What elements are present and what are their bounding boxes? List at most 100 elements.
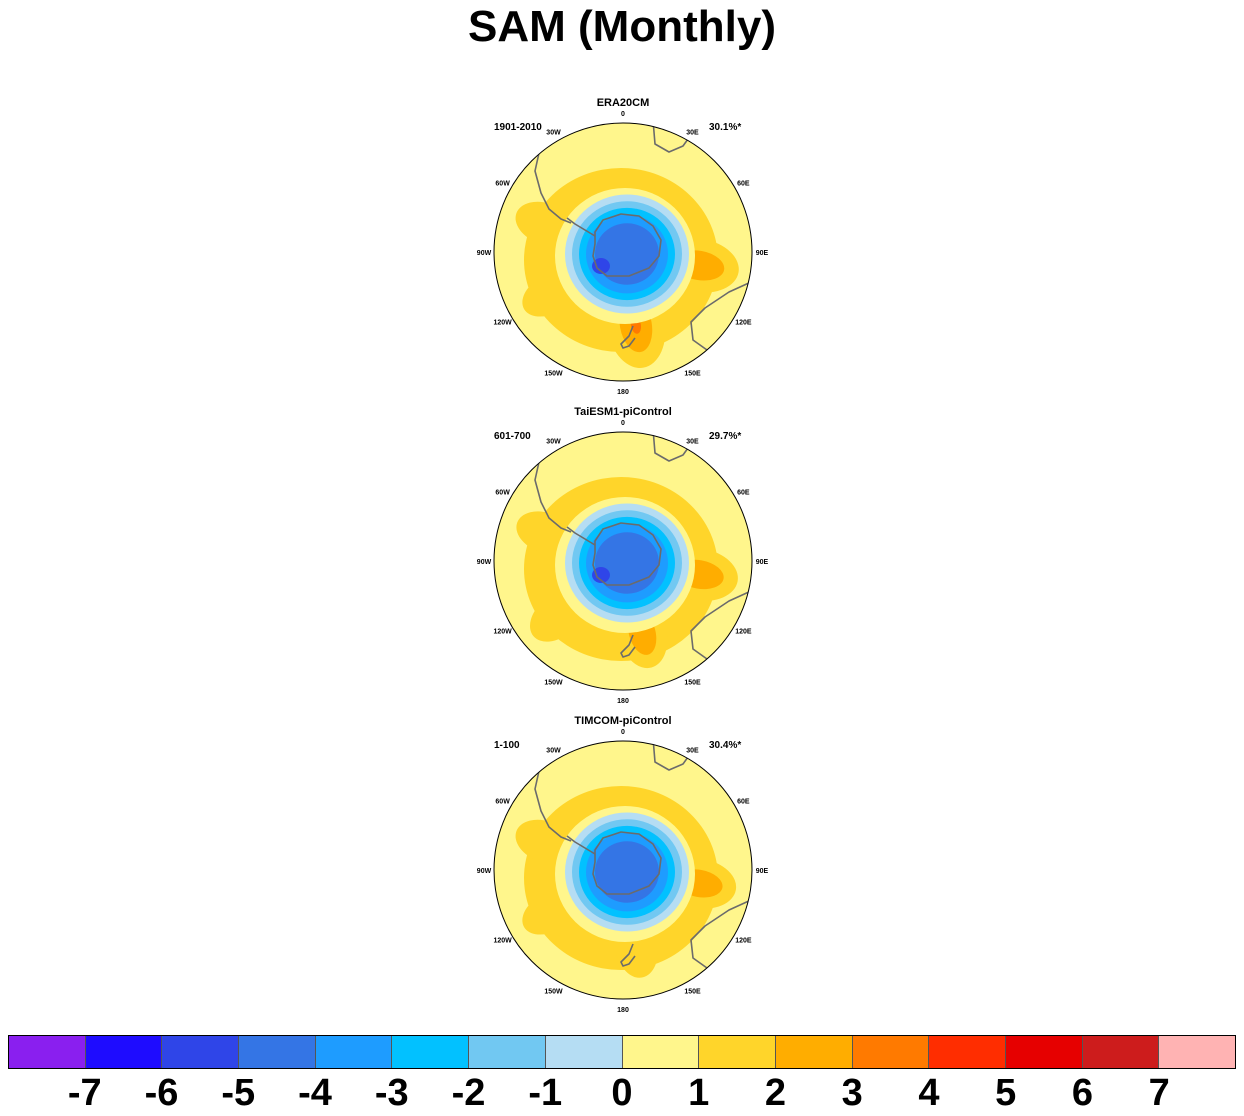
- colorbar-tick-label: -1: [528, 1072, 563, 1114]
- colorbar-segment: [162, 1036, 240, 1068]
- colorbar-tick-label: 6: [1071, 1072, 1094, 1114]
- longitude-label: 150W: [544, 679, 563, 686]
- map-panel: 0 30E 60E 90E 120E 150E 180 150W 120W 90W 60W 30W ER…: [477, 97, 769, 396]
- colorbar-tick-label: -4: [298, 1072, 332, 1114]
- colorbar-segment: [852, 1036, 930, 1068]
- longitude-label: 180: [617, 389, 629, 396]
- colorbar-tick-label: 7: [1148, 1072, 1170, 1114]
- longitude-label: 60E: [737, 490, 750, 497]
- colorbar-tick-label: 0: [611, 1072, 633, 1114]
- longitude-label: 30E: [686, 748, 699, 755]
- antarctica-coast: [592, 522, 662, 586]
- peninsula-coast: [566, 835, 596, 855]
- longitude-label: 120E: [735, 938, 752, 945]
- panel-period: 1901-2010: [494, 122, 542, 133]
- longitude-label: 90E: [756, 559, 769, 566]
- panel-variance: 30.1%*: [709, 122, 741, 133]
- colorbar-tick-label: -6: [144, 1072, 179, 1114]
- negative-contour: [595, 841, 659, 903]
- antarctica-coast: [592, 831, 662, 895]
- colorbar-segment: [775, 1036, 853, 1068]
- new-zealand-coast: [620, 325, 636, 349]
- panel-title: TaiESM1-piControl: [574, 406, 672, 418]
- longitude-label: 0: [621, 729, 625, 736]
- colorbar-segment: [1159, 1036, 1235, 1068]
- panel-period: 601-700: [494, 431, 531, 442]
- colorbar-tick-label: 4: [918, 1072, 940, 1114]
- longitude-label: 90W: [477, 559, 492, 566]
- longitude-label: 30W: [546, 748, 561, 755]
- longitude-label: 150E: [684, 370, 701, 377]
- polar-minimum: [592, 567, 610, 583]
- colorbar-segment: [622, 1036, 700, 1068]
- longitude-label: 90E: [756, 868, 769, 875]
- longitude-label: 90E: [756, 250, 769, 257]
- polar-minimum: [592, 258, 610, 274]
- africa-coast: [652, 432, 694, 462]
- longitude-label: 30W: [546, 439, 561, 446]
- colorbar-segment: [699, 1036, 776, 1068]
- longitude-label: 60E: [737, 181, 750, 188]
- panel-variance: 29.7%*: [709, 431, 741, 442]
- map-panel: 0 30E 60E 90E 120E 150E 180 150W 120W 90W 60W 30W Ta…: [477, 406, 769, 705]
- panel-variance: 30.4%*: [709, 740, 741, 751]
- colorbar-segment: [545, 1036, 623, 1068]
- longitude-label: 120W: [493, 320, 512, 327]
- negative-contour: [595, 223, 659, 285]
- africa-coast: [652, 123, 694, 153]
- map-panel: 0 30E 60E 90E 120E 150E 180 150W 120W 90W 60W 30W TI…: [477, 715, 769, 1014]
- longitude-label: 180: [617, 698, 629, 705]
- colorbar-tick-label: -2: [451, 1072, 486, 1114]
- africa-coast: [652, 741, 694, 771]
- colorbar-segment: [315, 1036, 393, 1068]
- colorbar-tick-label: -5: [221, 1072, 256, 1114]
- longitude-label: 150W: [544, 988, 563, 995]
- longitude-label: 120E: [735, 320, 752, 327]
- longitude-label: 150E: [684, 679, 701, 686]
- colorbar-segment: [9, 1036, 86, 1068]
- new-zealand-coast: [620, 943, 636, 967]
- longitude-label: 60W: [495, 490, 510, 497]
- colorbar-segment: [929, 1036, 1006, 1068]
- colorbar-segment: [239, 1036, 316, 1068]
- longitude-label: 60E: [737, 799, 750, 806]
- longitude-label: 120W: [493, 629, 512, 636]
- colorbar-tick-label: -7: [67, 1072, 102, 1114]
- longitude-label: 90W: [477, 868, 492, 875]
- longitude-label: 30E: [686, 130, 699, 137]
- colorbar-tick-label: 5: [995, 1072, 1017, 1114]
- longitude-label: 90W: [477, 250, 492, 257]
- colorbar-segment: [1005, 1036, 1083, 1068]
- longitude-label: 60W: [495, 799, 510, 806]
- map-border: [493, 740, 753, 1000]
- colorbar: [8, 1035, 1236, 1069]
- figure-title: SAM (Monthly): [468, 2, 776, 51]
- new-zealand-coast: [620, 634, 636, 658]
- longitude-label: 60W: [495, 181, 510, 188]
- panel-title: TIMCOM-piControl: [574, 715, 671, 727]
- colorbar-tick-label: 3: [841, 1072, 863, 1114]
- longitude-label: 180: [617, 1007, 629, 1014]
- colorbar-labels: -7 -6 -5 -4 -3 -2 -1 0 1 2 3 4 5 6 7: [8, 1072, 1236, 1116]
- colorbar-segment: [392, 1036, 470, 1068]
- longitude-label: 150E: [684, 988, 701, 995]
- colorbar-segment: [85, 1036, 163, 1068]
- antarctica-coast: [592, 213, 662, 277]
- colorbar-segment: [469, 1036, 546, 1068]
- longitude-label: 30W: [546, 130, 561, 137]
- longitude-label: 30E: [686, 439, 699, 446]
- colorbar-tick-label: 2: [764, 1072, 787, 1114]
- longitude-label: 0: [621, 420, 625, 427]
- longitude-label: 120W: [493, 938, 512, 945]
- panel-period: 1-100: [494, 740, 520, 751]
- map-border: [493, 431, 753, 691]
- longitude-label: 0: [621, 111, 625, 118]
- colorbar-tick-label: 1: [688, 1072, 710, 1114]
- longitude-label: 150W: [544, 370, 563, 377]
- map-border: [493, 122, 753, 382]
- longitude-label: 120E: [735, 629, 752, 636]
- colorbar-tick-label: -3: [374, 1072, 409, 1114]
- negative-contour: [595, 532, 659, 594]
- colorbar-segment: [1082, 1036, 1160, 1068]
